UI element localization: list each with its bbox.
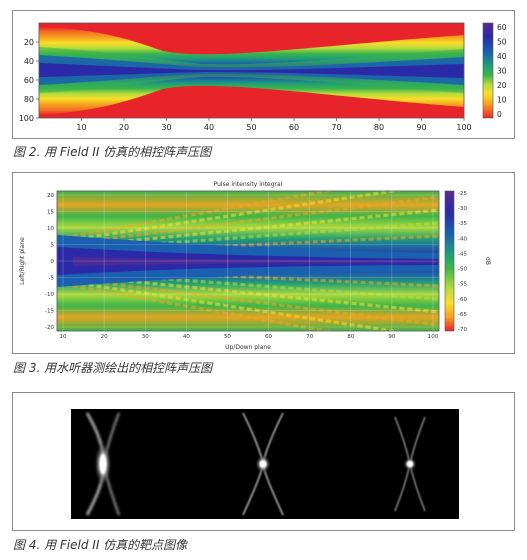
figure-2-y-ticks: 20 40 60 80 100 [19, 38, 39, 123]
figure-3-colorbar-tick-label: -70 [458, 327, 467, 333]
figure-3-colorbar-tick-label: -65 [458, 312, 467, 318]
figure-3-colorbar-ticks: -25 -30 -35 -40 -45 -50 -55 -60 -65 -70 [458, 191, 467, 333]
figure-2-caption: 图 2. 用 Field II 仿真的相控阵声压图 [13, 145, 212, 159]
figure-3-colorbar-tick-label: -25 [458, 191, 467, 197]
figure-3-y-ticks: 20 15 10 5 0 -5 -10 -15 -20 [45, 193, 54, 331]
figure-2-x-tick-label: 90 [416, 123, 426, 132]
figure-2-y-tick-label: 100 [19, 114, 34, 123]
figure-3-y-tick-label: 0 [51, 259, 55, 265]
figure-2-y-tick-label: 80 [24, 95, 34, 104]
figure-3-grid [57, 191, 439, 331]
figure-2-colorbar-tick-label: 50 [497, 38, 507, 47]
figure-3-lobe-streak [57, 275, 439, 327]
figure-2-x-tick-label: 70 [331, 123, 341, 132]
figure-3-lobe-streak [57, 278, 404, 331]
figure-2-x-tick-label: 50 [246, 123, 256, 132]
target-point-3 [394, 416, 426, 512]
figure-2-x-tick-label: 20 [119, 123, 129, 132]
figure-3-x-tick-label: 70 [306, 334, 313, 340]
figure-3-colorbar-label: dB [484, 257, 491, 265]
figure-3-field [57, 191, 439, 331]
figure-3-y-tick-label: -15 [45, 309, 54, 315]
target-point-1 [85, 412, 120, 516]
figure-3-colorbar-tick-label: -60 [458, 297, 467, 303]
figure-2-x-tick-label: 100 [456, 123, 471, 132]
figure-3-colorbar-tick-label: -30 [458, 206, 467, 212]
figure-2-x-tick-label: 30 [161, 123, 171, 132]
figure-3-colorbar-tick-label: -45 [458, 251, 467, 257]
figure-3-chart: Pulse intensity integral 10 20 30 40 50 60 70 8… [19, 181, 491, 351]
figure-2-y-tick-label: 40 [24, 57, 34, 66]
figure-3-x-tick-label: 20 [101, 334, 108, 340]
figure-2-x-tick-label: 80 [374, 123, 384, 132]
figure-2-y-tick-label: 60 [24, 76, 34, 85]
figure-2-colorbar [482, 22, 494, 119]
figure-2-colorbar-tick-label: 10 [497, 96, 507, 105]
figure-4-panel [12, 392, 515, 531]
figure-2-colorbar-tick-label: 30 [497, 67, 507, 76]
figure-3-x-tick-label: 30 [142, 334, 149, 340]
figure-3-y-tick-label: 20 [47, 193, 54, 199]
figure-4-caption: 图 4. 用 Field II 仿真的靶点图像 [13, 538, 188, 552]
figure-3-y-tick-label: -10 [45, 292, 54, 298]
figure-3-panel: Pulse intensity integral 10 20 30 40 50 60 70 8… [12, 172, 515, 354]
figure-3-lobe-streak [57, 191, 336, 241]
figure-3-lobe-streak [57, 195, 439, 247]
figure-3-x-tick-label: 10 [60, 334, 67, 340]
figure-3-colorbar-tick-label: -55 [458, 282, 467, 288]
figure-3-lobe-streak [57, 191, 404, 244]
figure-2-colorbar-ticks: 60 50 40 30 20 10 0 [497, 23, 507, 119]
figure-2-field [39, 27, 464, 115]
figure-2-colorbar-tick-label: 20 [497, 81, 507, 90]
figure-2-y-tick-label: 20 [24, 38, 34, 47]
figure-3-colorbar-tick-label: -40 [458, 236, 467, 242]
figure-3-xlabel: Up/Down plane [225, 344, 271, 351]
figure-3-side-lobes [57, 191, 439, 331]
figure-2-colorbar-tick-label: 40 [497, 52, 507, 61]
figure-2-panel: 10 20 30 40 50 60 70 80 90 100 20 40 60 80 100 60 50 40… [12, 10, 515, 139]
figure-3-x-tick-label: 50 [224, 334, 231, 340]
figure-3-x-tick-label: 60 [265, 334, 272, 340]
figure-3-x-tick-label: 80 [347, 334, 354, 340]
target-point-2 [242, 412, 284, 516]
figure-3-lobe-streak [57, 281, 336, 331]
figure-3-colorbar-tick-label: -35 [458, 221, 467, 227]
figure-3-colorbar-tick-label: -50 [458, 267, 467, 273]
figure-3-x-tick-label: 90 [388, 334, 395, 340]
figure-3-colorbar [444, 190, 455, 332]
figure-2-x-tick-label: 60 [289, 123, 299, 132]
figure-2-x-tick-label: 10 [76, 123, 86, 132]
figure-3-y-tick-label: 10 [47, 226, 54, 232]
figure-3-title: Pulse intensity integral [214, 181, 283, 188]
figure-3-y-tick-label: 5 [51, 243, 55, 249]
figure-3-ylabel: Left/Right plane [19, 237, 26, 285]
figure-4-target-image [71, 409, 459, 519]
figure-3-x-tick-label: 40 [183, 334, 190, 340]
figure-2-x-ticks: 10 20 30 40 50 60 70 80 90 100 [76, 118, 472, 132]
figure-3-x-tick-label: 100 [428, 334, 439, 340]
figure-2-colorbar-tick-label: 0 [497, 110, 502, 119]
figure-3-y-tick-label: -5 [49, 276, 55, 282]
figure-2-colorbar-tick-label: 60 [497, 23, 507, 32]
figure-3-x-ticks: 10 20 30 40 50 60 70 80 90 100 [60, 334, 439, 340]
figure-3-y-tick-label: -20 [45, 325, 54, 331]
figure-3-caption: 图 3. 用水听器测绘出的相控阵声压图 [13, 361, 213, 375]
figure-3-y-tick-label: 15 [47, 210, 54, 216]
figure-2-x-tick-label: 40 [204, 123, 214, 132]
